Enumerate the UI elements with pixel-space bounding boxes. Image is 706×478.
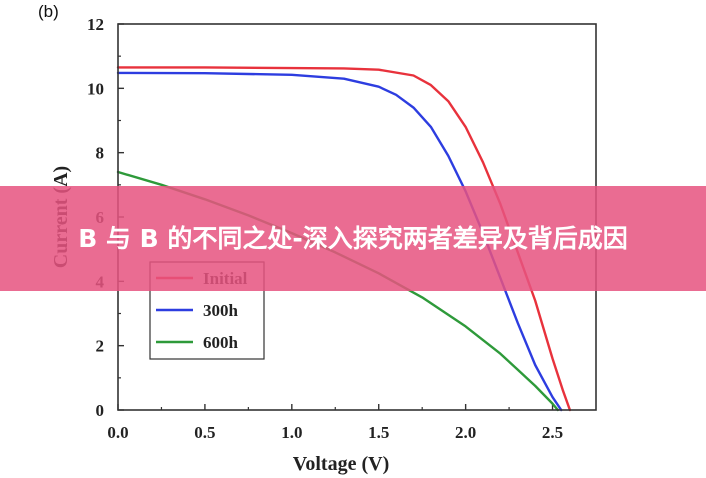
y-tick-label: 12 (87, 15, 104, 34)
x-tick-label: 2.0 (455, 423, 476, 442)
x-tick-labels: 0.0 0.5 1.0 1.5 2.0 2.5 (107, 423, 563, 442)
series-line-initial (116, 66, 572, 412)
x-tick-label: 0.0 (107, 423, 128, 442)
x-tick-label: 0.5 (194, 423, 215, 442)
legend-label-300h: 300h (203, 301, 239, 320)
x-tick-label: 2.5 (542, 423, 563, 442)
panel-label: (b) (38, 2, 59, 21)
y-tick-label: 2 (96, 337, 105, 356)
banner-text: B 与 B 的不同之处-深入探究两者差异及背后成因 (78, 223, 628, 253)
x-tick-label: 1.5 (368, 423, 389, 442)
legend-label-600h: 600h (203, 333, 239, 352)
title-banner: B 与 B 的不同之处-深入探究两者差异及背后成因 (0, 186, 706, 291)
x-axis-title: Voltage (V) (293, 453, 389, 475)
y-tick-label: 8 (96, 144, 105, 163)
y-tick-label: 10 (87, 79, 104, 98)
y-tick-label: 0 (96, 401, 105, 420)
x-tick-label: 1.0 (281, 423, 302, 442)
series-line-300h (116, 71, 563, 412)
